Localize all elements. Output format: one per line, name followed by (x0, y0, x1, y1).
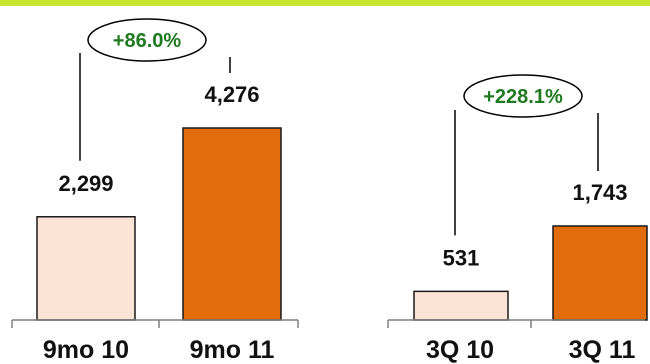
data-label: 531 (443, 245, 480, 270)
growth-callout (463, 74, 583, 118)
growth-label: +86.0% (113, 30, 182, 52)
data-label: 2,299 (58, 171, 113, 196)
chart-plot: 2,299 9mo 10 4,276 9mo 11 +86.0% 531 3Q 10 1,74… (11, 18, 648, 364)
bar-3q-11 (552, 225, 648, 321)
data-label: 1,743 (572, 180, 627, 205)
bar-3q-10 (413, 290, 509, 321)
category-label: 3Q 10 (426, 336, 494, 364)
category-label: 3Q 11 (569, 336, 636, 364)
category-label: 9mo 10 (43, 336, 129, 364)
chart-panel-1: 2,299 9mo 10 4,276 9mo 11 +86.0% (11, 18, 299, 364)
growth-callout (87, 18, 207, 62)
data-label: 4,276 (204, 82, 259, 107)
category-label: 9mo 11 (190, 336, 275, 364)
bar-9mo-11 (182, 127, 282, 321)
top-accent-bar (0, 0, 650, 6)
bar-9mo-10 (36, 216, 136, 321)
chart-panel-2: 531 3Q 10 1,743 3Q 11 +228.1% (387, 74, 648, 364)
growth-label: +228.1% (483, 86, 563, 108)
